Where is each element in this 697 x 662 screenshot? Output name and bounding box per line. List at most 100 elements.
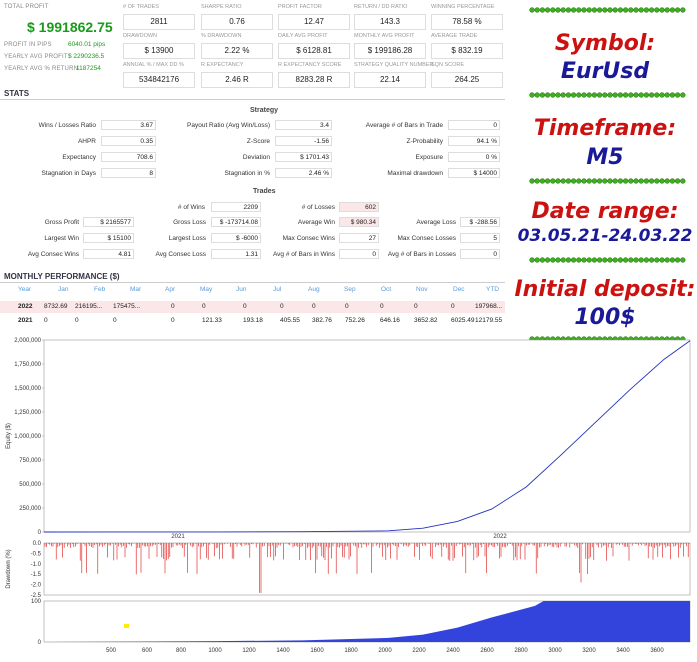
trade-stat-label: Gross Profit [44,219,79,226]
decor-dot [669,92,676,98]
area-x-tick: 2200 [412,648,426,654]
strategy-stat-value: -1.56 [275,136,332,146]
equity-y-tick: 1,500,000 [14,386,41,392]
summary-cell: PROFIT FACTOR 12.47 [278,4,350,30]
area-x-tick: 500 [106,648,117,654]
decor-dot [628,92,634,98]
monthly-value-cell: 193.18 [243,317,263,324]
decor-dot [659,92,665,98]
area-x-tick: 3400 [616,648,630,654]
decor-dot [560,178,566,184]
equity-y-tick: 250,000 [19,506,41,512]
decor-dot [560,92,566,98]
equity-y-tick: 500,000 [19,482,41,488]
strategy-title: Strategy [250,107,279,114]
decor-dot [638,92,644,98]
summary-cell-label: R EXPECTANCY SCORE [278,62,342,68]
decor-dot [633,92,639,98]
trade-stat-label: Gross Loss [173,219,206,226]
decor-dot [664,7,670,13]
decor-dot [607,178,613,184]
decor-dot [560,7,566,13]
summary-cell-label: WINNING PERCENTAGE [431,4,495,10]
decor-dot [555,178,561,184]
decor-dot [628,178,634,184]
monthly-value-cell: 0 [113,317,117,324]
decor-dot [638,7,644,13]
summary-cell: AVERAGE TRADE $ 832.19 [431,33,503,59]
monthly-value-cell: 0 [75,317,79,324]
trade-stat-value: 4.81 [83,249,134,259]
strategy-stat-label: Z-Probability [406,138,443,145]
decor-dot [622,178,629,184]
drawdown-y-tick: -2.5 [31,593,42,599]
monthly-value-cell: 197968... [475,303,503,310]
summary-cell-label: MONTHLY AVG PROFIT [354,33,415,39]
trade-stat-value: 27 [339,233,379,243]
initial-deposit-label: Initial deposit: [514,277,696,302]
area-y-tick: 0 [38,640,42,646]
equity-y-tick: 1,250,000 [14,410,41,416]
strategy-stat-value: 3.67 [101,120,156,130]
summary-cell-label: R EXPECTANCY [201,62,244,68]
summary-cell: WINNING PERCENTAGE 78.58 % [431,4,503,30]
trade-stat-label: Avg # of Bars in Wins [272,251,335,258]
summary-cell: DRAWDOWN $ 13900 [123,33,195,59]
decor-dot [643,92,650,98]
timeframe-value: M5 [586,145,624,170]
charts-svg: 0 250,000 500,000 750,000 1,000,000 1,250,000… [6,338,691,654]
strategy-stat-value: 0.35 [101,136,156,146]
summary-cell-value: 264.25 [431,72,503,88]
summary-cell-label: % DRAWDOWN [201,33,242,39]
decor-dot [591,7,598,13]
decor-dot [622,7,629,13]
decor-dot [581,257,587,263]
decor-dot [565,257,572,263]
monthly-value-cell: 8732.69 [44,303,68,310]
strategy-stat-label: Stagnation in % [224,170,270,177]
decor-dot [539,178,546,184]
summary-cell: SHARPE RATIO 0.76 [201,4,273,30]
summary-cell-value: 143.3 [354,14,426,30]
summary-cell-value: $ 832.19 [431,43,503,59]
decor-dot [648,92,655,98]
trade-stat-value: $ -6000 [211,233,261,243]
trade-stat-value: 5 [460,233,500,243]
drawdown-plot-area [43,542,691,596]
decor-dot [586,257,592,263]
decor-dot [529,257,535,263]
area-x-tick: 3000 [548,648,562,654]
decor-dot [581,92,587,98]
decor-dot [648,7,655,13]
stats-divider [0,99,505,100]
monthly-value-cell: 0 [451,303,455,310]
equity-y-tick: 750,000 [19,458,41,464]
decor-dot [654,92,660,98]
decor-dot [612,257,618,263]
decor-dot [576,92,582,98]
decor-dot [659,257,665,263]
summary-cell: MONTHLY AVG PROFIT $ 199186.28 [354,33,426,59]
decor-dot [638,178,644,184]
monthly-value-cell: 6025.49 [451,317,475,324]
monthly-header-cell: Jan [58,286,69,293]
trade-stat-value: $ 15100 [83,233,134,243]
trade-stat-value: 0 [460,249,500,259]
summary-cell-label: DRAWDOWN [123,33,158,39]
area-x-tick: 1400 [276,648,290,654]
decor-dot [539,257,546,263]
area-fill [44,601,690,642]
monthly-row: 2022 8732.69 216195... 175475... 0 0 0 0 0 0 0 0 0 19… [0,301,505,313]
monthly-value-cell: 0 [171,303,175,310]
decor-dot [648,178,655,184]
decor-dot [529,92,535,98]
decor-dot [550,178,556,184]
strategy-stat-label: Wins / Losses Ratio [38,122,96,129]
date-range-value: 03.05.21-24.03.22 [517,226,693,246]
summary-cell-value: 2.22 % [201,43,273,59]
drawdown-y-tick: 0.0 [33,541,42,547]
decor-dot [570,257,577,263]
strategy-stat-label: Z-Score [246,138,270,145]
total-profit-label: TOTAL PROFIT [4,4,49,10]
summary-cell: ANNUAL % / MAX DD % 534842176 [123,62,195,88]
